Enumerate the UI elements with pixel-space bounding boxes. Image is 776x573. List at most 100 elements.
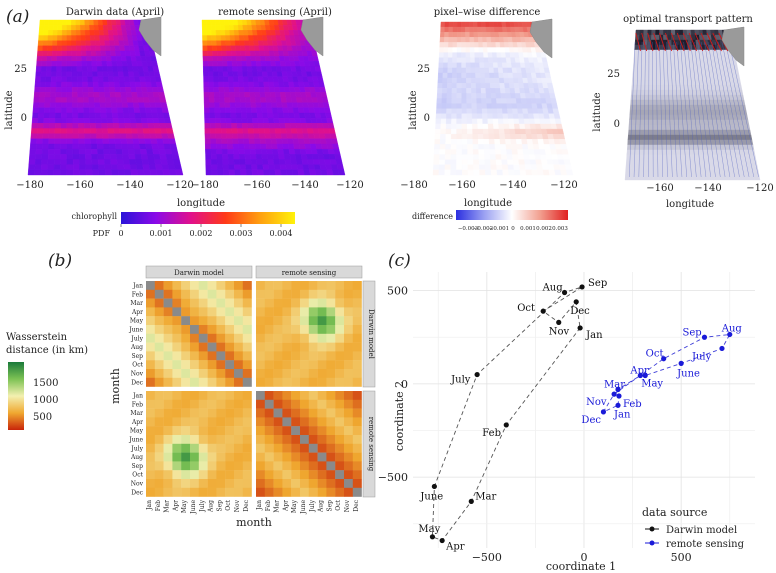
map-cell: [263, 86, 271, 93]
heatmap-cell: [317, 452, 327, 462]
map-cell: [143, 169, 151, 176]
map-cell: [118, 76, 125, 83]
panel-c-label: (c): [388, 251, 411, 271]
map-cell: [269, 128, 276, 134]
heatmap-cell: [163, 461, 173, 471]
lon-tick: −180: [191, 180, 218, 191]
map-cell: [242, 128, 249, 134]
map-cell: [448, 21, 454, 28]
map-cell: [110, 50, 117, 57]
map-cell: [109, 148, 117, 155]
map-cell: [668, 134, 675, 141]
map-cell: [89, 25, 95, 31]
map-cell: [118, 117, 125, 124]
heatmap-cell: [282, 487, 292, 497]
heatmap-cell: [207, 325, 217, 334]
map-cell: [70, 19, 77, 26]
map-cell: [480, 93, 487, 99]
map-cell: [544, 72, 552, 79]
map-cell: [46, 50, 53, 57]
heatmap-cell: [335, 426, 345, 436]
map-cell: [101, 61, 108, 67]
heatmap-cell: [344, 399, 353, 409]
map-cell: [109, 45, 116, 52]
map-cell: [37, 45, 44, 52]
transport-arrow: [653, 32, 660, 52]
map-cell: [103, 154, 111, 160]
map-cell: [694, 129, 701, 136]
map-cell: [677, 104, 684, 111]
map-cell: [76, 56, 82, 62]
map-cell: [273, 159, 281, 165]
map-cell: [722, 114, 729, 121]
map-cell: [483, 62, 490, 69]
map-cell: [563, 159, 571, 166]
transport-arrow: [643, 41, 646, 178]
map-cell: [48, 128, 56, 134]
map-cell: [501, 164, 509, 171]
heatmap-cell: [300, 479, 309, 488]
map-cell: [435, 108, 442, 115]
map-cell: [48, 25, 54, 31]
map-cell: [35, 154, 43, 160]
map-cell: [202, 30, 208, 36]
heatmap-cell: [256, 408, 265, 418]
map-cell: [492, 113, 499, 120]
map-cell: [35, 66, 42, 72]
map-cell: [43, 112, 51, 119]
map-cell: [733, 154, 741, 161]
map-cell: [260, 143, 267, 150]
map-cell: [700, 144, 707, 151]
heatmap-cell: [242, 443, 252, 453]
map-raster: [432, 18, 574, 176]
map-cell: [205, 164, 212, 171]
heatmap-cell: [317, 417, 327, 427]
map-cell: [632, 69, 638, 76]
map-cell: [117, 66, 124, 72]
map-cell: [85, 50, 92, 57]
map-cell: [693, 124, 700, 131]
map-cell: [630, 89, 637, 96]
map-cell: [742, 174, 750, 181]
map-cell: [220, 133, 228, 140]
heatmap-cell: [326, 408, 336, 418]
heatmap-cell: [291, 426, 301, 436]
map-cell: [116, 102, 123, 109]
map-cell: [219, 102, 226, 109]
map-cell: [256, 164, 264, 171]
map-cell: [456, 67, 462, 74]
map-cell: [221, 45, 227, 52]
map-cell: [300, 154, 308, 160]
map-cell: [554, 118, 562, 125]
map-cell: [492, 62, 499, 69]
map-cell: [451, 98, 458, 104]
lon-tick: −140: [291, 180, 318, 191]
map-cell: [443, 42, 449, 48]
month-tick: Aug: [208, 500, 215, 513]
map-cell: [94, 102, 101, 109]
map-cell: [248, 133, 255, 140]
map-cell: [502, 118, 510, 125]
map-cell: [690, 154, 697, 161]
map-cell: [484, 67, 490, 74]
map-cell: [205, 154, 212, 160]
heatmap-cell: [181, 435, 191, 444]
map-cell: [223, 92, 230, 98]
map-cell: [479, 67, 485, 74]
map-cell: [690, 144, 697, 151]
heatmap-cell: [190, 487, 199, 497]
heatmap-cell: [256, 487, 265, 497]
map-cell: [66, 138, 74, 145]
mds-point-label: Oct: [517, 303, 535, 314]
heatmap-cell: [344, 470, 353, 480]
heatmap-cell: [300, 426, 309, 436]
map-cell: [241, 123, 249, 129]
heatmap-cell: [264, 417, 274, 427]
map-cell: [99, 40, 106, 46]
map-cell: [213, 92, 220, 98]
heatmap-cell: [216, 307, 226, 317]
map-cell: [66, 25, 72, 31]
map-cell: [34, 76, 42, 83]
map-cell: [456, 128, 463, 135]
map-cell: [237, 25, 244, 31]
